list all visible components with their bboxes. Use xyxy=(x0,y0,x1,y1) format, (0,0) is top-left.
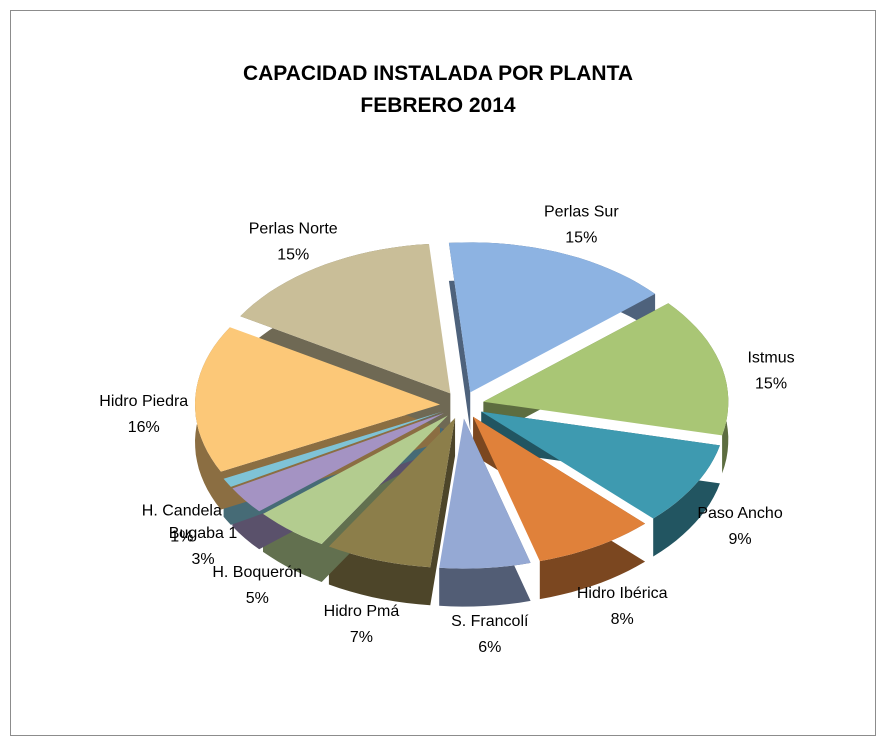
slice xyxy=(195,327,441,472)
slice xyxy=(473,416,646,562)
data-label: Bugaba 1 3% xyxy=(169,525,238,568)
slice-side xyxy=(195,327,441,510)
slice xyxy=(263,415,448,544)
chart-title: CAPACIDAD INSTALADA POR PLANTA xyxy=(243,62,633,85)
slice xyxy=(448,242,656,393)
slice-value: 7% xyxy=(350,629,373,646)
slice-value: 15% xyxy=(277,246,309,263)
slice-name: H. Candela xyxy=(142,502,222,519)
data-label: Hidro Piedra 16% xyxy=(99,393,188,436)
slice-name: Hidro Ibérica xyxy=(577,585,668,602)
slice-name: Hidro Piedra xyxy=(99,393,188,410)
data-label: Istmus 15% xyxy=(747,349,794,392)
data-label: H. Candela 1% xyxy=(142,502,222,545)
data-label: Hidro Ibérica 8% xyxy=(577,585,668,628)
slice xyxy=(232,412,445,512)
data-label: S. Francolí 6% xyxy=(451,613,529,656)
slice xyxy=(223,411,443,487)
slice-name: Istmus xyxy=(747,349,794,366)
slice-name: Bugaba 1 xyxy=(169,525,238,542)
slice xyxy=(483,303,729,436)
slice-side xyxy=(263,415,448,582)
slice-value: 6% xyxy=(478,639,501,656)
slice-value: 5% xyxy=(246,590,269,607)
slice-value: 3% xyxy=(191,551,214,568)
labels: Perlas Sur 15% Istmus 15% Paso Ancho 9% Hidro … xyxy=(99,204,794,657)
slice-name: Perlas Norte xyxy=(249,220,338,237)
data-label: Perlas Norte 15% xyxy=(249,220,338,263)
slice-value: 15% xyxy=(565,230,597,247)
slice-value: 9% xyxy=(728,531,751,548)
slice-name: H. Boquerón xyxy=(212,564,302,581)
slice xyxy=(328,417,456,568)
data-label: Hidro Pmá 7% xyxy=(324,603,400,646)
slice-name: S. Francolí xyxy=(451,613,529,630)
slice-value: 8% xyxy=(611,611,634,628)
slice xyxy=(439,418,531,569)
data-label: Paso Ancho 9% xyxy=(697,505,783,548)
data-label: H. Boquerón 5% xyxy=(212,564,302,607)
slice-name: Paso Ancho xyxy=(697,505,783,522)
chart-subtitle: FEBRERO 2014 xyxy=(360,94,516,117)
slice xyxy=(240,244,451,394)
slice-tops xyxy=(195,242,729,569)
data-label: Perlas Sur 15% xyxy=(544,204,619,247)
slice-side xyxy=(328,417,456,606)
slice-name: Perlas Sur xyxy=(544,204,619,221)
slice-side xyxy=(439,418,531,607)
slice-value: 15% xyxy=(755,375,787,392)
slice-value: 1% xyxy=(170,528,193,545)
slice xyxy=(481,411,720,519)
slice-value: 16% xyxy=(128,419,160,436)
slice-name: Hidro Pmá xyxy=(324,603,400,620)
